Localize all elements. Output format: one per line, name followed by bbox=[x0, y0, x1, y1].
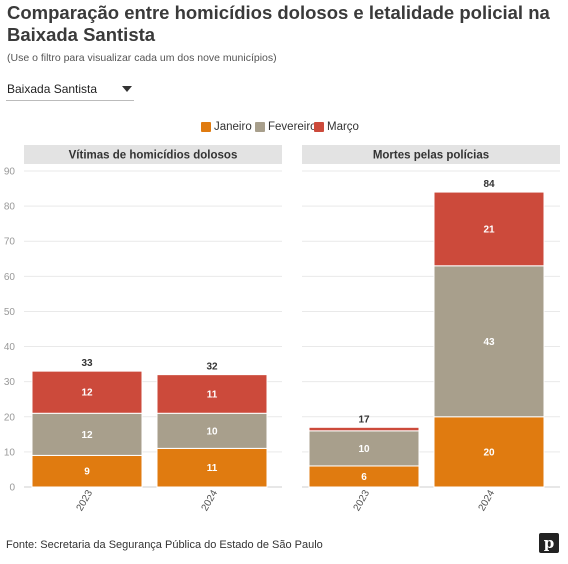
y-tick-label: 30 bbox=[4, 377, 16, 388]
x-tick-label: 2024 bbox=[200, 488, 221, 513]
bar-value-label: 20 bbox=[483, 447, 495, 458]
stacked-bar-chart: 0 10 20 30 40 50 60 70 80 90 Vítimas de homicídios… bbox=[4, 145, 560, 513]
bar-segment bbox=[433, 416, 545, 488]
bar-value-label: 21 bbox=[483, 224, 495, 235]
filter-selected-value: Baixada Santista bbox=[7, 82, 98, 96]
legend-label-janeiro: Janeiro bbox=[214, 121, 252, 133]
y-tick-label: 50 bbox=[4, 307, 16, 318]
bar-total-label: 84 bbox=[483, 179, 495, 190]
legend-item-fevereiro[interactable]: Fevereiro bbox=[255, 118, 317, 136]
chart-subtitle: (Use o filtro para visualizar cada um do… bbox=[7, 52, 277, 64]
bar-segment bbox=[156, 412, 268, 449]
municipality-filter-dropdown[interactable]: Baixada Santista bbox=[6, 80, 134, 101]
bar-segment bbox=[156, 447, 268, 488]
source-note: Fonte: Secretaria da Segurança Pública d… bbox=[6, 539, 323, 551]
legend-item-janeiro[interactable]: Janeiro bbox=[201, 118, 252, 136]
x-tick-label: 2023 bbox=[352, 488, 373, 513]
y-tick-label: 60 bbox=[4, 272, 16, 283]
bar-value-label: 9 bbox=[84, 467, 90, 478]
panel-title: Mortes pelas polícias bbox=[373, 150, 489, 162]
bar-value-label: 10 bbox=[358, 444, 370, 455]
legend: Janeiro Fevereiro Março bbox=[0, 118, 568, 136]
publisher-logo: p bbox=[539, 533, 559, 553]
panel-title: Vítimas de homicídios dolosos bbox=[69, 150, 238, 162]
y-tick-label: 40 bbox=[4, 342, 16, 353]
y-tick-label: 10 bbox=[4, 447, 16, 458]
y-tick-label: 0 bbox=[9, 483, 15, 494]
x-tick-label: 2024 bbox=[477, 488, 498, 513]
bar-segment bbox=[433, 191, 545, 267]
bar-segment bbox=[433, 265, 545, 418]
y-tick-label: 20 bbox=[4, 412, 16, 423]
panel-header bbox=[302, 145, 560, 164]
legend-label-marco: Março bbox=[327, 121, 359, 133]
bar-value-label: 10 bbox=[206, 426, 218, 437]
legend-label-fevereiro: Fevereiro bbox=[268, 121, 317, 133]
bar-value-label: 12 bbox=[81, 430, 93, 441]
y-tick-label: 80 bbox=[4, 202, 16, 213]
panel-header bbox=[24, 145, 282, 164]
bar-value-label: 43 bbox=[483, 337, 495, 348]
bar-segment bbox=[31, 370, 143, 414]
legend-swatch-marco bbox=[314, 122, 324, 132]
legend-item-marco[interactable]: Março bbox=[314, 118, 359, 136]
bar-value-label: 11 bbox=[207, 463, 218, 474]
bar-value-label: 11 bbox=[207, 389, 218, 400]
bar-segment bbox=[308, 426, 420, 432]
bar-total-label: 17 bbox=[358, 414, 370, 425]
bar-total-label: 33 bbox=[81, 358, 93, 369]
y-tick-label: 70 bbox=[4, 237, 16, 248]
bar-segment bbox=[31, 412, 143, 456]
chevron-down-icon bbox=[122, 86, 132, 92]
logo-letter: p bbox=[543, 534, 555, 552]
bar-value-label: 6 bbox=[361, 472, 367, 483]
chart-title: Comparação entre homicídios dolosos e le… bbox=[7, 2, 550, 45]
legend-swatch-janeiro bbox=[201, 122, 211, 132]
y-tick-label: 90 bbox=[4, 167, 16, 178]
bar-value-label: 12 bbox=[81, 388, 93, 399]
bar-segment bbox=[156, 374, 268, 414]
bar-segment bbox=[31, 454, 143, 488]
x-tick-label: 2023 bbox=[75, 488, 96, 513]
bar-total-label: 32 bbox=[206, 362, 218, 373]
legend-swatch-fevereiro bbox=[255, 122, 265, 132]
